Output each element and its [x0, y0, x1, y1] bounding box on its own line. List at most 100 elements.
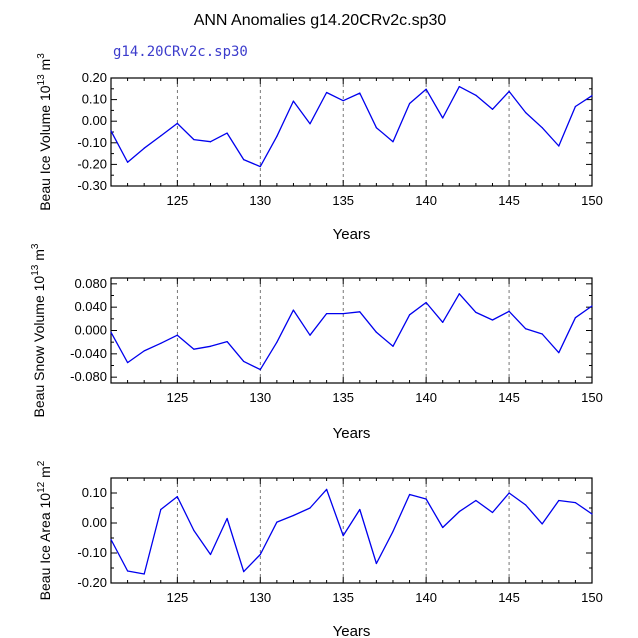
x-tick-label: 125: [166, 390, 188, 405]
data-point: [574, 105, 577, 108]
data-point: [209, 141, 212, 143]
y-axis-label-unit: m: [37, 59, 53, 75]
y-axis-label-main: Beau Ice Volume 10: [37, 85, 53, 211]
y-axis-label: Beau Snow Volume 1013 m3: [30, 243, 47, 417]
x-tick-label: 145: [498, 390, 520, 405]
x-tick-label: 125: [166, 590, 188, 605]
data-point: [243, 571, 245, 573]
x-tick-label: 135: [332, 590, 354, 605]
y-axis-label-exp: 12: [36, 481, 47, 493]
data-point: [591, 305, 593, 307]
x-tick-label: 135: [332, 193, 354, 208]
data-point: [160, 342, 162, 344]
data-point: [292, 309, 295, 311]
plot-frame: [110, 277, 593, 384]
x-axis-label: Years: [333, 425, 371, 442]
data-point: [458, 86, 460, 88]
data-point: [193, 138, 195, 141]
panel-ice-volume: 125 130 135 140 145 150 -0.30 -0.20 -0.10 0.00 0.1…: [36, 53, 603, 243]
data-point: [160, 508, 162, 511]
y-tick-label: 0.080: [74, 276, 107, 291]
y-tick-label: -0.10: [77, 545, 107, 560]
data-point: [491, 319, 494, 321]
data-point: [110, 331, 112, 333]
data-point: [442, 117, 444, 119]
y-tick-label: 0.10: [82, 92, 107, 107]
y-tick-label: -0.20: [77, 156, 107, 171]
data-point: [574, 502, 577, 504]
data-point: [226, 132, 228, 134]
y-axis-label-main: Beau Snow Volume 10: [31, 276, 47, 418]
series-line: [110, 85, 593, 168]
data-point: [126, 570, 129, 572]
x-tick-label: 125: [166, 193, 188, 208]
y-axis-label-unit-exp: 2: [36, 460, 47, 466]
y-axis-label-unit-exp: 3: [36, 53, 47, 59]
y-axis-label: Beau Ice Area 1012 m2: [36, 460, 53, 600]
x-tick-label: 150: [581, 590, 603, 605]
x-tick-label: 145: [498, 193, 520, 208]
data-point: [276, 135, 278, 137]
data-point: [525, 111, 527, 114]
data-point: [491, 511, 494, 514]
data-point: [558, 145, 560, 147]
data-point: [309, 123, 311, 125]
y-tick-label: 0.20: [82, 70, 107, 85]
panel-ice-area: 125 130 135 140 145 150 -0.20 -0.10 0.00 0.10 Year…: [36, 460, 603, 638]
data-point: [126, 361, 129, 364]
data-point: [276, 521, 278, 523]
data-point: [508, 492, 510, 494]
data-point: [558, 352, 560, 354]
data-point: [309, 507, 311, 509]
data-point: [541, 333, 543, 335]
x-tick-label: 140: [415, 193, 437, 208]
y-tick-label: 0.040: [74, 299, 107, 314]
y-tick-label: -0.20: [77, 575, 107, 590]
data-point: [392, 345, 394, 347]
series-line: [110, 488, 593, 575]
y-axis-label-exp: 13: [30, 264, 41, 276]
data-point: [126, 161, 129, 163]
data-point: [276, 341, 278, 343]
data-point: [375, 562, 377, 565]
data-point: [160, 135, 162, 137]
data-point: [591, 513, 593, 515]
data-point: [110, 538, 112, 541]
data-point: [209, 553, 212, 556]
y-tick-label: -0.080: [70, 369, 107, 384]
data-point: [574, 317, 577, 319]
data-point: [392, 141, 394, 143]
data-point: [475, 311, 477, 314]
data-point: [226, 517, 228, 520]
data-point: [259, 553, 261, 556]
y-axis-label-unit-exp: 3: [30, 243, 41, 249]
data-point: [408, 493, 411, 496]
x-axis-label: Years: [333, 623, 371, 638]
plot-frame: [110, 77, 593, 187]
x-tick-label: 130: [249, 193, 271, 208]
data-point: [475, 499, 477, 502]
x-tick-label: 130: [249, 390, 271, 405]
y-tick-label: 0.10: [82, 485, 107, 500]
data-point: [375, 331, 377, 333]
data-point: [342, 100, 344, 102]
y-tick-label: 0.000: [74, 323, 107, 338]
data-point: [226, 340, 228, 343]
data-point: [491, 108, 494, 110]
data-point: [243, 360, 245, 363]
x-tick-label: 140: [415, 390, 437, 405]
data-point: [508, 90, 510, 92]
x-tick-label: 150: [581, 390, 603, 405]
data-point: [359, 92, 361, 94]
y-axis-label-unit: m: [31, 249, 47, 265]
data-point: [425, 88, 427, 90]
data-point: [541, 127, 543, 129]
data-point: [475, 94, 477, 96]
data-point: [176, 496, 178, 498]
data-point: [408, 314, 411, 316]
data-point: [176, 334, 178, 336]
data-point: [558, 499, 560, 502]
y-tick-label: 0.00: [82, 113, 107, 128]
y-axis-label-exp: 13: [36, 74, 47, 86]
